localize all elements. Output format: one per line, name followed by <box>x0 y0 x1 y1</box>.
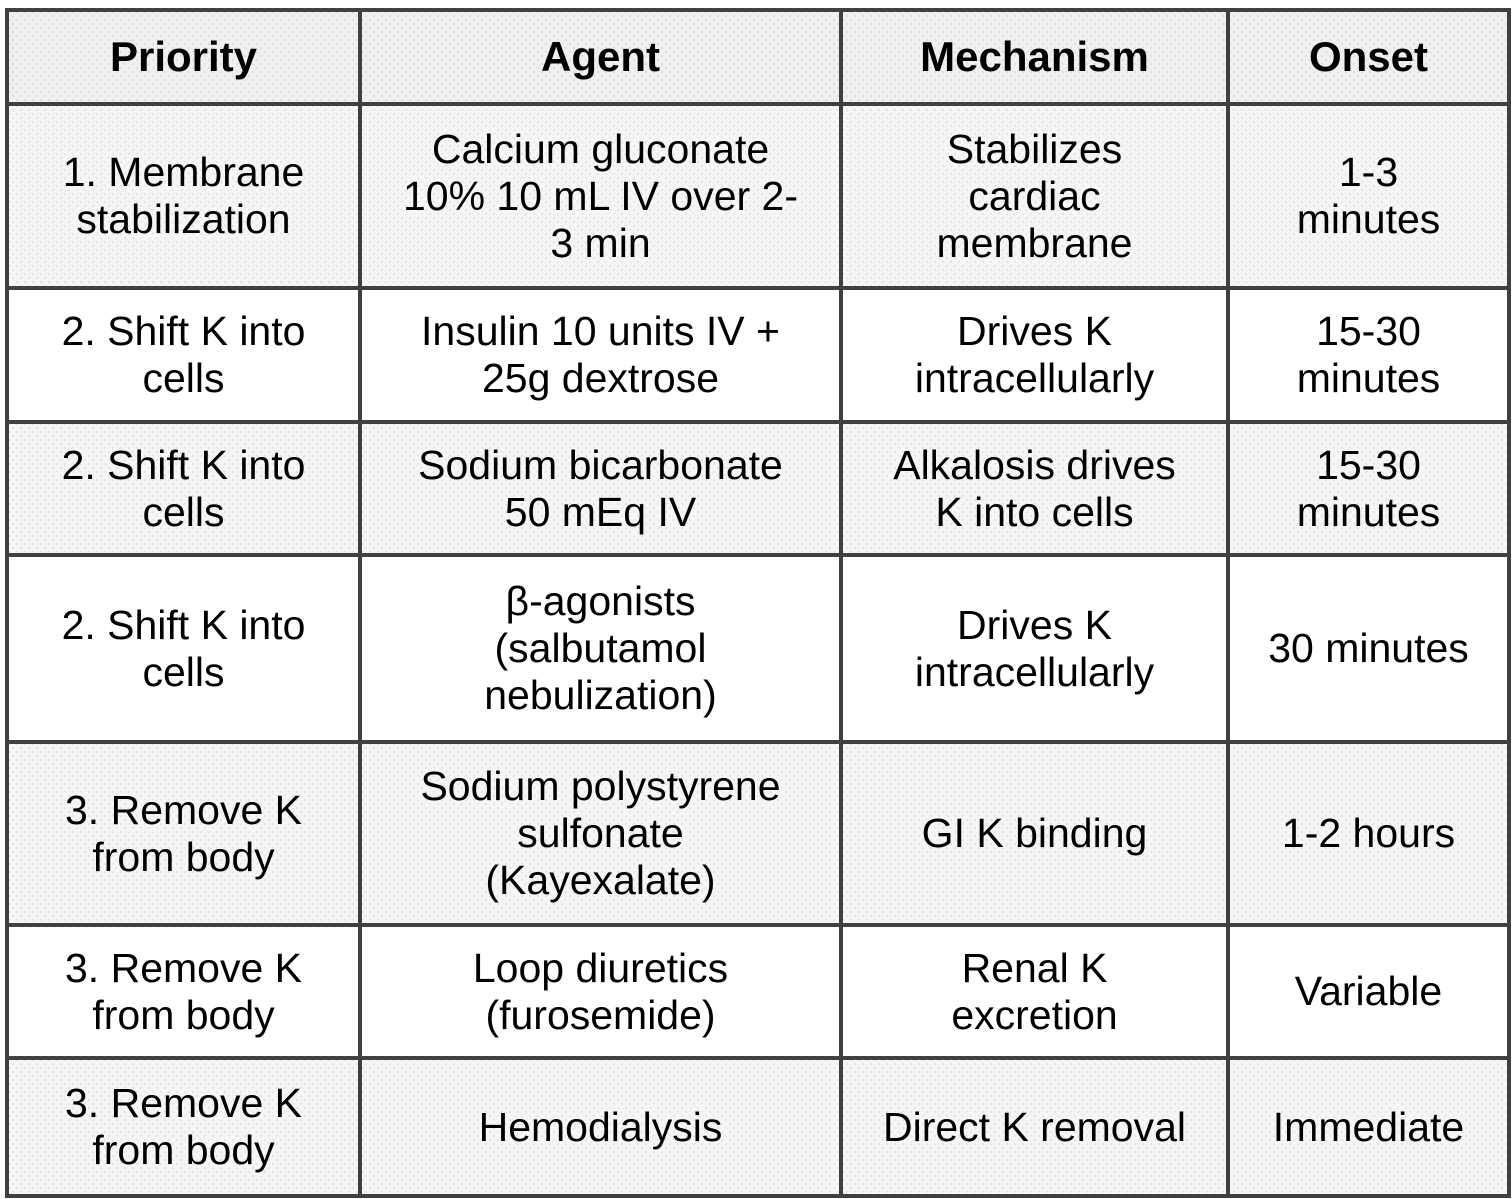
cell-agent: Calcium gluconate 10% 10 mL IV over 2- 3… <box>358 102 843 290</box>
column-header-priority: Priority <box>5 8 362 106</box>
cell-onset: Variable <box>1226 923 1511 1060</box>
cell-mechanism: Renal K excretion <box>839 923 1230 1060</box>
cell-agent: Sodium polystyrene sulfonate (Kayexalate… <box>358 740 843 927</box>
cell-agent: Hemodialysis <box>358 1056 843 1198</box>
cell-mechanism: Direct K removal <box>839 1056 1230 1198</box>
table-header-row: Priority Agent Mechanism Onset <box>5 8 1511 106</box>
cell-onset: 1-2 hours <box>1226 740 1511 927</box>
cell-agent: β-agonists (salbutamol nebulization) <box>358 553 843 744</box>
table-row: 2. Shift K into cells Sodium bicarbonate… <box>5 420 1511 557</box>
cell-onset: 15-30 minutes <box>1226 420 1511 557</box>
column-header-mechanism: Mechanism <box>839 8 1230 106</box>
table-row: 1. Membrane stabilization Calcium glucon… <box>5 102 1511 290</box>
cell-onset: 30 minutes <box>1226 553 1511 744</box>
cell-mechanism: Stabilizes cardiac membrane <box>839 102 1230 290</box>
cell-mechanism: Alkalosis drives K into cells <box>839 420 1230 557</box>
table-row: 3. Remove K from body Loop diuretics (fu… <box>5 923 1511 1060</box>
column-header-agent: Agent <box>358 8 843 106</box>
cell-agent: Insulin 10 units IV + 25g dextrose <box>358 286 843 424</box>
cell-agent: Loop diuretics (furosemide) <box>358 923 843 1060</box>
cell-onset: 1-3 minutes <box>1226 102 1511 290</box>
cell-mechanism: Drives K intracellularly <box>839 286 1230 424</box>
table-row: 3. Remove K from body Hemodialysis Direc… <box>5 1056 1511 1198</box>
cell-agent: Sodium bicarbonate 50 mEq IV <box>358 420 843 557</box>
cell-onset: 15-30 minutes <box>1226 286 1511 424</box>
cell-priority: 2. Shift K into cells <box>5 286 362 424</box>
treatment-table: Priority Agent Mechanism Onset 1. Membra… <box>5 8 1511 1198</box>
cell-mechanism: GI K binding <box>839 740 1230 927</box>
cell-priority: 2. Shift K into cells <box>5 553 362 744</box>
cell-priority: 3. Remove K from body <box>5 1056 362 1198</box>
cell-priority: 3. Remove K from body <box>5 923 362 1060</box>
table-row: 2. Shift K into cells β-agonists (salbut… <box>5 553 1511 744</box>
cell-priority: 3. Remove K from body <box>5 740 362 927</box>
cell-onset: Immediate <box>1226 1056 1511 1198</box>
table-row: 2. Shift K into cells Insulin 10 units I… <box>5 286 1511 424</box>
table-row: 3. Remove K from body Sodium polystyrene… <box>5 740 1511 927</box>
cell-mechanism: Drives K intracellularly <box>839 553 1230 744</box>
cell-priority: 2. Shift K into cells <box>5 420 362 557</box>
cell-priority: 1. Membrane stabilization <box>5 102 362 290</box>
column-header-onset: Onset <box>1226 8 1511 106</box>
